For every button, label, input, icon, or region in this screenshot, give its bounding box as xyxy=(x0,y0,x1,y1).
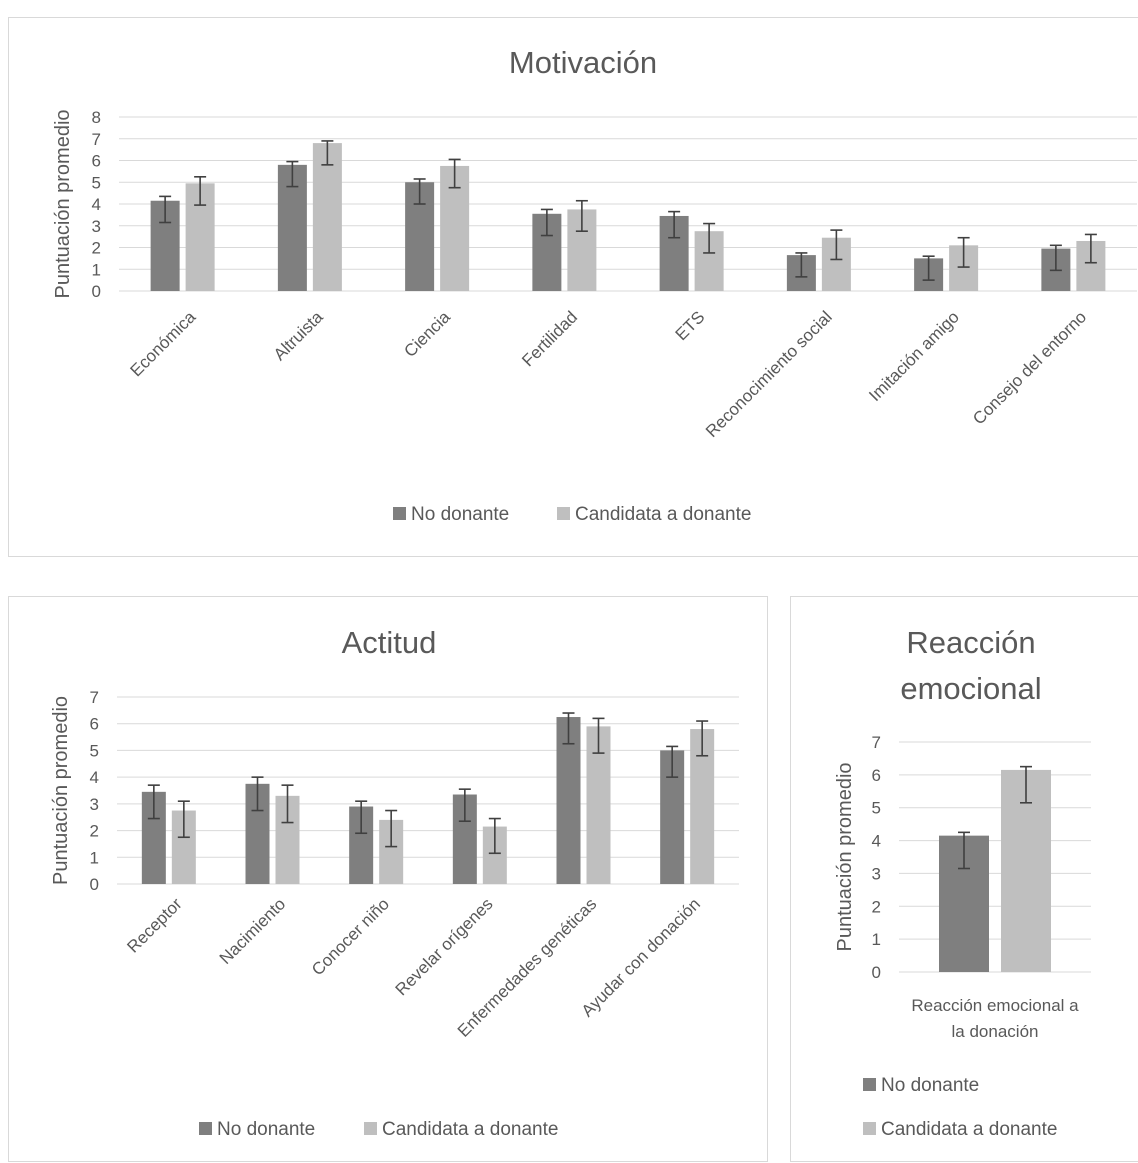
x-category-label: Nacimiento xyxy=(216,894,290,968)
y-tick-label: 2 xyxy=(90,822,99,841)
x-category-label: Reconocimiento social xyxy=(702,307,836,441)
legend-label: No donante xyxy=(411,504,509,525)
y-tick-label: 5 xyxy=(872,799,881,818)
legend-swatch xyxy=(393,507,406,520)
x-category-label: Reacción emocional a la donación xyxy=(911,996,1079,1041)
motivacion-chart: Motivación 0 1 2 3 4 5 6 7 8 Puntuación promedio Ec… xyxy=(52,45,1137,525)
y-tick-label: 8 xyxy=(92,108,101,127)
y-tick-label: 4 xyxy=(90,768,99,787)
x-category-label: Revelar orígenes xyxy=(392,894,497,999)
y-tick-label: 5 xyxy=(90,741,99,760)
y-tick-label: 0 xyxy=(90,875,99,894)
motivacion-chart-panel: Motivación 0 1 2 3 4 5 6 7 8 Puntuación promedio Ec… xyxy=(8,17,1138,557)
legend-swatch xyxy=(557,507,570,520)
legend-swatch xyxy=(863,1122,876,1135)
y-tick-label: 6 xyxy=(872,766,881,785)
y-tick-label: 4 xyxy=(92,195,101,214)
y-tick-label: 1 xyxy=(872,930,881,949)
y-tick-label: 1 xyxy=(90,848,99,867)
actitud-chart: Actitud 0 1 2 3 4 5 6 7 Puntuación promedio Recept… xyxy=(50,625,739,1140)
legend-label: Candidata a donante xyxy=(575,504,751,525)
x-category-label: Imitación amigo xyxy=(865,307,963,405)
y-tick-label: 3 xyxy=(92,217,101,236)
x-category-label: Conocer niño xyxy=(308,894,393,979)
x-category-label: Receptor xyxy=(123,894,185,956)
reaccion-emocional-chart: Reacción emocional 0 1 2 3 4 5 6 7 Puntuación prom… xyxy=(834,625,1091,1140)
y-tick-label: 6 xyxy=(92,152,101,171)
y-tick-label: 0 xyxy=(92,282,101,301)
y-axis-label: Puntuación promedio xyxy=(52,109,74,298)
y-tick-label: 3 xyxy=(872,864,881,883)
y-tick-label: 2 xyxy=(872,897,881,916)
actitud-chart-panel: Actitud 0 1 2 3 4 5 6 7 Puntuación promedio Recept… xyxy=(8,596,768,1162)
y-tick-label: 0 xyxy=(872,963,881,982)
x-category-label: Ayudar con donación xyxy=(578,894,704,1020)
y-tick-label: 2 xyxy=(92,239,101,258)
x-category-label: Consejo del entorno xyxy=(969,307,1090,428)
y-axis-label: Puntuación promedio xyxy=(50,696,72,885)
legend-swatch xyxy=(199,1122,212,1135)
y-tick-label: 3 xyxy=(90,795,99,814)
y-axis-label: Puntuación promedio xyxy=(834,762,856,951)
reaccion-emocional-chart-panel: Reacción emocional 0 1 2 3 4 5 6 7 Puntuación prom… xyxy=(790,596,1138,1162)
y-tick-label: 4 xyxy=(872,832,881,851)
x-category-label: ETS xyxy=(672,307,709,344)
legend-label: No donante xyxy=(217,1119,315,1140)
y-tick-label: 7 xyxy=(90,688,99,707)
chart-title: Motivación xyxy=(509,45,657,80)
legend-label: No donante xyxy=(881,1075,979,1096)
x-category-label: Ciencia xyxy=(400,307,454,361)
bar xyxy=(312,143,342,291)
x-category-label: Altruista xyxy=(270,307,327,364)
y-tick-label: 7 xyxy=(872,733,881,752)
legend-swatch xyxy=(863,1078,876,1091)
x-category-label: Fertilidad xyxy=(518,307,581,370)
bar xyxy=(1001,769,1051,972)
y-tick-label: 7 xyxy=(92,130,101,149)
chart-title: Actitud xyxy=(342,625,437,660)
chart-title: Reacción emocional xyxy=(900,625,1041,706)
bar xyxy=(556,717,581,884)
legend-swatch xyxy=(364,1122,377,1135)
y-tick-label: 5 xyxy=(92,173,101,192)
y-tick-label: 6 xyxy=(90,715,99,734)
y-tick-label: 1 xyxy=(92,260,101,279)
legend-label: Candidata a donante xyxy=(881,1119,1057,1140)
legend-label: Candidata a donante xyxy=(382,1119,558,1140)
x-category-label: Económica xyxy=(127,307,200,380)
